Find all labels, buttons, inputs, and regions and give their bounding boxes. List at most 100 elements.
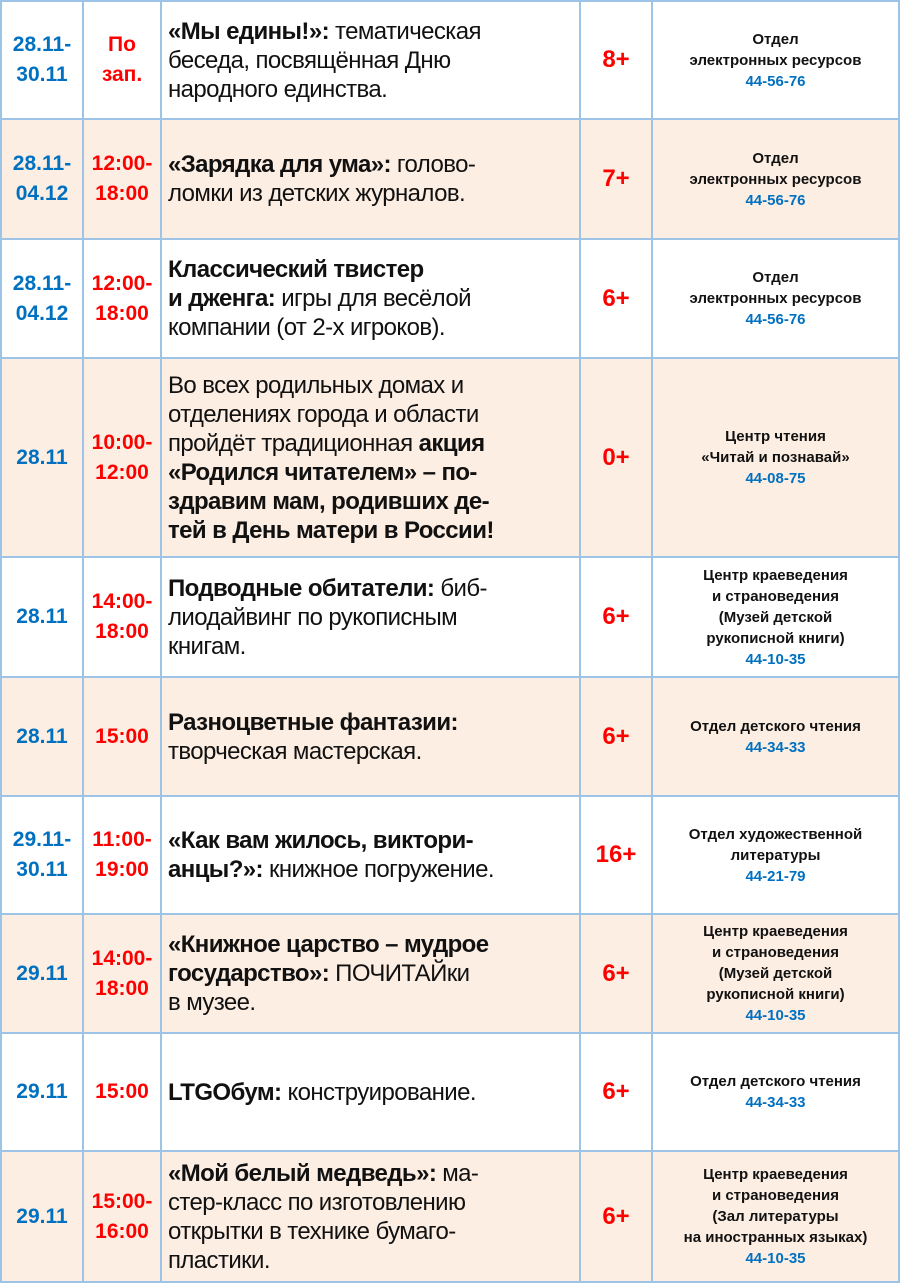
event-text: ПОЧИТАЙки: [329, 960, 470, 987]
description-line: народного единства.: [168, 75, 579, 104]
phone-number: 44-10-35: [745, 650, 806, 668]
date-cell: 28.11: [0, 357, 84, 558]
department-line: Отдел: [752, 269, 799, 286]
department-line: «Читай и познавай»: [701, 449, 850, 466]
event-text: отделениях города и области: [168, 400, 479, 428]
event-text: игры для весёлой: [275, 285, 471, 312]
description-line: «Зарядка для ума»: голово-: [168, 150, 579, 179]
description-line: в музее.: [168, 988, 579, 1017]
time-line: 18:00: [95, 182, 149, 205]
department-line: Центр краеведения: [703, 566, 848, 584]
event-text: пройдёт традиционная: [168, 429, 419, 457]
date-line: 28.11-: [12, 152, 72, 175]
event-text: книгам.: [168, 632, 246, 660]
department-line: Отдел: [752, 149, 799, 167]
description-line: «Родился читателем» – по-: [168, 458, 579, 487]
date-line: 28.11-: [12, 33, 72, 56]
department-cell: Центр краеведения и страноведения (Музей д…: [651, 913, 900, 1034]
date-cell: 28.11- 04.12: [0, 118, 84, 240]
department-line: Отдел детского чтения: [690, 1073, 861, 1090]
department-cell: Центр краеведения и страноведения (Музей д…: [651, 556, 900, 678]
event-text: компании (от 2-х игроков).: [168, 314, 446, 341]
event-text: пластики.: [168, 1246, 271, 1274]
department-line: электронных ресурсов: [689, 290, 862, 307]
age-rating: 6+: [579, 1150, 653, 1283]
date-line: 04.12: [15, 182, 69, 205]
time-line: 16:00: [95, 1219, 149, 1243]
department-line: Центр чтения: [725, 428, 826, 445]
date-cell: 28.11- 30.11: [0, 0, 84, 120]
department-line: (Музей детской: [718, 965, 833, 982]
department-line: Центр краеведения: [703, 923, 848, 940]
department-line: литературы: [730, 846, 821, 864]
department-line: Отдел художественной: [688, 825, 863, 843]
phone-number: 44-08-75: [745, 470, 806, 487]
date-line: 30.11: [16, 858, 68, 881]
department-line: (Музей детской: [718, 608, 833, 626]
department-cell: Отдел электронных ресурсов 44-56-76: [651, 0, 900, 120]
date-cell: 29.11: [0, 1032, 84, 1152]
event-title: тей в День матери в России!: [168, 516, 494, 544]
table-row: 29.11 15:00 LTGOбум: конструирование. 6+ Отд…: [0, 1032, 900, 1152]
department-line: и страноведения: [711, 1187, 840, 1204]
department-cell: Отдел детского чтения 44-34-33: [651, 676, 900, 797]
table-row: 28.11- 04.12 12:00- 18:00 «Зарядка для ума»:…: [0, 118, 900, 240]
date-line: 28.11: [16, 445, 68, 469]
event-title: Разноцветные фантазии:: [168, 708, 458, 736]
age-rating: 6+: [579, 913, 653, 1034]
phone-number: 44-56-76: [745, 191, 806, 209]
table-row: 29.11 15:00- 16:00 «Мой белый медведь»: ма-…: [0, 1150, 900, 1283]
phone-number: 44-56-76: [745, 72, 806, 90]
date-line: 29.11: [16, 1204, 68, 1228]
time-cell: 15:00: [82, 1032, 162, 1152]
description-line: пройдёт традиционная акция: [168, 429, 579, 458]
description-cell: «Книжное царство – мудрое государство»: П…: [160, 913, 581, 1034]
time-line: 18:00: [95, 301, 149, 325]
department-cell: Отдел электронных ресурсов 44-56-76: [651, 118, 900, 240]
department-line: рукописной книги): [706, 629, 845, 647]
age-rating: 7+: [579, 118, 653, 240]
event-title: Классический твистер: [168, 256, 424, 283]
department-line: электронных ресурсов: [689, 51, 862, 69]
description-line: компании (от 2-х игроков).: [168, 313, 579, 342]
date-line: 28.11: [16, 724, 68, 748]
event-text: открытки в технике бумаго-: [168, 1217, 456, 1245]
description-line: творческая мастерская.: [168, 737, 579, 766]
phone-number: 44-10-35: [745, 1250, 806, 1267]
time-cell: 10:00- 12:00: [82, 357, 162, 558]
description-line: «Книжное царство – мудрое: [168, 930, 579, 959]
age-rating: 6+: [579, 556, 653, 678]
time-cell: 15:00- 16:00: [82, 1150, 162, 1283]
description-line: книгам.: [168, 632, 579, 661]
time-cell: 11:00- 19:00: [82, 795, 162, 915]
event-title: «Книжное царство – мудрое: [168, 931, 489, 958]
event-text: творческая мастерская.: [168, 737, 422, 765]
description-cell: «Мы едины!»: тематическая беседа, посвящё…: [160, 0, 581, 120]
event-text: биб-: [434, 574, 487, 602]
time-line: 18:00: [95, 976, 149, 1000]
event-text: в музее.: [168, 989, 256, 1016]
event-text: конструирование.: [281, 1078, 476, 1106]
event-title: «Мы едины!»:: [168, 17, 330, 45]
department-cell: Отдел художественной литературы 44-21-79: [651, 795, 900, 915]
table-row: 29.11 14:00- 18:00 «Книжное царство – мудро…: [0, 913, 900, 1034]
date-cell: 29.11: [0, 913, 84, 1034]
age-rating: 16+: [579, 795, 653, 915]
description-line: «Как вам жилось, виктори-: [168, 826, 579, 855]
time-line: 12:00-: [91, 152, 153, 175]
table-row: 28.11- 04.12 12:00- 18:00 Классический твист…: [0, 238, 900, 359]
description-line: Подводные обитатели: биб-: [168, 574, 579, 603]
description-line: «Мы едины!»: тематическая: [168, 17, 579, 46]
time-line: 15:00: [95, 724, 149, 748]
department-cell: Центр краеведения и страноведения (Зал лит…: [651, 1150, 900, 1283]
description-line: Разноцветные фантазии:: [168, 708, 579, 737]
description-cell: Разноцветные фантазии: творческая мастерс…: [160, 676, 581, 797]
description-cell: «Как вам жилось, виктори-анцы?»: книжное…: [160, 795, 581, 915]
event-title: «Родился читателем» – по-: [168, 458, 477, 486]
age-rating: 8+: [579, 0, 653, 120]
table-row: 28.11 10:00- 12:00 Во всех родильных домах …: [0, 357, 900, 558]
time-line: 15:00-: [91, 1189, 153, 1213]
time-line: 10:00-: [91, 430, 153, 454]
event-title: государство»:: [168, 960, 330, 987]
department-line: рукописной книги): [706, 986, 845, 1003]
